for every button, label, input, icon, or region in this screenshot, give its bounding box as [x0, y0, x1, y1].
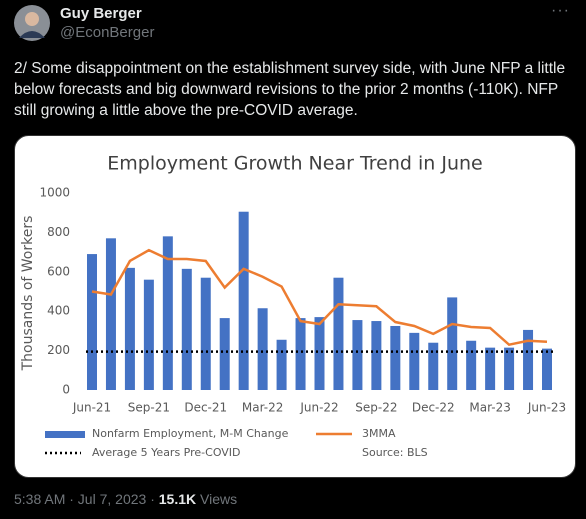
- x-tick-label: Dec-22: [412, 401, 455, 415]
- y-axis-label: Thousands of Workers: [20, 216, 36, 372]
- avatar[interactable]: [13, 4, 51, 42]
- x-tick-label: Mar-22: [242, 401, 283, 415]
- bar: [523, 329, 534, 390]
- more-menu[interactable]: ···: [551, 2, 570, 19]
- views-label: Views: [200, 491, 238, 507]
- bar: [466, 340, 477, 390]
- bar: [124, 267, 135, 390]
- bar: [143, 279, 154, 390]
- x-tick-label: Sep-22: [355, 401, 397, 415]
- bar: [333, 277, 344, 390]
- y-tick-label: 800: [47, 225, 70, 239]
- bar: [276, 339, 287, 390]
- line: [91, 248, 548, 347]
- legend-label: Average 5 Years Pre-COVID: [92, 446, 241, 459]
- chart-title: Employment Growth Near Trend in June: [107, 153, 482, 175]
- bar: [257, 308, 268, 390]
- tweet-meta: 5:38 AM · Jul 7, 2023 · 15.1K Views: [14, 491, 238, 507]
- legend-label: Nonfarm Employment, M-M Change: [92, 427, 289, 440]
- x-tick-label: Mar-23: [469, 401, 510, 415]
- bar: [162, 236, 173, 390]
- chart[interactable]: Employment Growth Near Trend in June Tho…: [14, 135, 576, 478]
- bar: [295, 318, 306, 390]
- bar: [200, 277, 211, 390]
- bar: [428, 342, 439, 390]
- legend-label: 3MMA: [362, 427, 396, 440]
- bar: [542, 348, 552, 390]
- x-tick-label: Jun-23: [527, 401, 566, 415]
- bar: [352, 320, 363, 390]
- bar: [314, 317, 325, 390]
- views-count: 15.1K: [158, 491, 197, 507]
- author-name[interactable]: Guy Berger: [60, 5, 142, 22]
- timestamp[interactable]: 5:38 AM · Jul 7, 2023: [14, 491, 147, 507]
- bar: [238, 211, 249, 390]
- bar: [409, 332, 420, 390]
- bar: [219, 318, 230, 390]
- tweet-text: 2/ Some disappointment on the establishm…: [14, 60, 566, 119]
- x-tick-label: Sep-21: [128, 401, 170, 415]
- legend-swatch: [45, 431, 85, 438]
- y-tick-label: 1000: [39, 186, 70, 200]
- bar: [87, 254, 97, 390]
- bar: [447, 297, 458, 390]
- y-tick-label: 0: [62, 383, 70, 397]
- y-tick-label: 200: [47, 343, 70, 357]
- bar: [371, 321, 382, 390]
- bar: [181, 268, 192, 390]
- x-tick-label: Jun-21: [72, 401, 111, 415]
- x-tick-label: Jun-22: [299, 401, 338, 415]
- y-tick-label: 400: [47, 304, 70, 318]
- bar: [105, 238, 116, 390]
- bar: [504, 347, 515, 390]
- x-tick-label: Dec-21: [184, 401, 227, 415]
- bar: [390, 325, 401, 390]
- source-note: Source: BLS: [362, 446, 428, 459]
- author-handle[interactable]: @EconBerger: [60, 24, 155, 41]
- y-tick-label: 600: [47, 264, 70, 278]
- bar: [485, 347, 496, 390]
